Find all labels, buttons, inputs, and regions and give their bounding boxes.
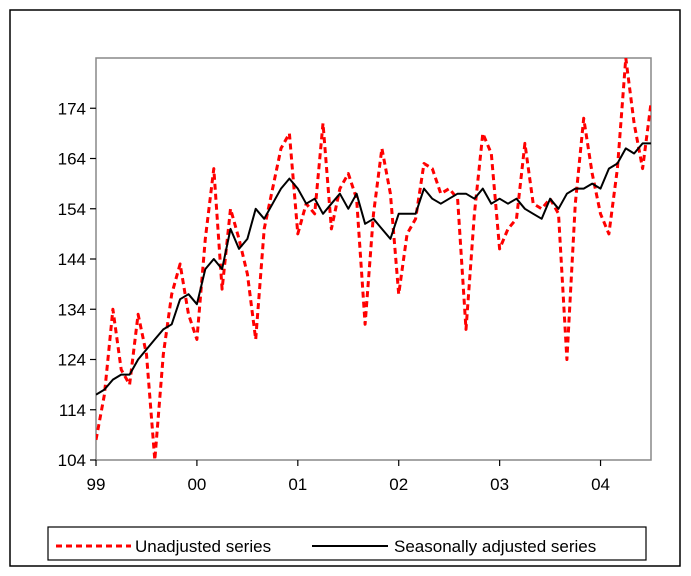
plot-area bbox=[95, 57, 652, 461]
y-tick-label-6: 164 bbox=[58, 150, 86, 169]
y-tick-label-5: 154 bbox=[58, 200, 86, 219]
legend-label-unadjusted: Unadjusted series bbox=[135, 537, 271, 556]
x-tick-label-0: 99 bbox=[87, 475, 106, 494]
x-tick-label-2: 01 bbox=[288, 475, 307, 494]
x-tick-label-4: 03 bbox=[490, 475, 509, 494]
x-axis: 99 00 01 02 03 04 bbox=[87, 460, 610, 494]
y-tick-label-1: 114 bbox=[59, 401, 86, 420]
x-tick-label-1: 00 bbox=[187, 475, 206, 494]
legend: Unadjusted series Seasonally adjusted se… bbox=[47, 526, 647, 561]
series-line-unadjusted bbox=[96, 58, 651, 460]
series-layer bbox=[96, 58, 651, 460]
x-tick-label-3: 02 bbox=[389, 475, 408, 494]
y-tick-label-0: 104 bbox=[58, 451, 86, 470]
x-tick-label-5: 04 bbox=[591, 475, 610, 494]
legend-label-seasonally-adjusted: Seasonally adjusted series bbox=[394, 537, 596, 556]
y-tick-label-2: 124 bbox=[58, 351, 86, 370]
y-axis: 104 114 124 134 144 154 164 174 bbox=[58, 99, 96, 470]
y-tick-label-3: 134 bbox=[58, 300, 86, 319]
legend-box bbox=[47, 526, 647, 561]
y-tick-label-7: 174 bbox=[58, 99, 86, 118]
y-tick-label-4: 144 bbox=[58, 250, 86, 269]
series-line-seasonally-adjusted bbox=[96, 142, 651, 396]
